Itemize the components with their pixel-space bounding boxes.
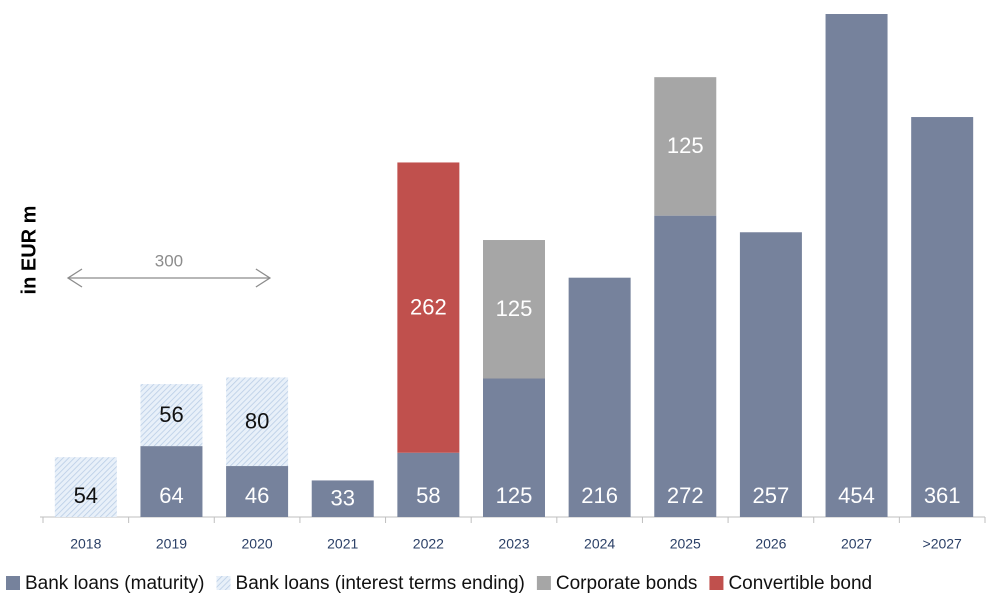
bar-segment (654, 77, 717, 216)
x-tick-label: 2026 (755, 536, 786, 552)
value-label: 56 (159, 402, 183, 427)
value-label: 80 (245, 409, 269, 434)
bar-segment (911, 117, 974, 517)
arrow-head (255, 268, 272, 288)
value-label: 257 (753, 483, 790, 508)
legend-label: Convertible bond (728, 573, 872, 594)
x-tick-label: 2027 (841, 536, 872, 552)
bar-segment (226, 377, 289, 467)
value-label: 361 (924, 483, 961, 508)
legend-swatch (709, 576, 724, 590)
value-label: 125 (496, 483, 533, 508)
value-label: 454 (838, 483, 875, 508)
bar-segment (483, 378, 545, 517)
value-label: 125 (496, 296, 533, 321)
x-tick-label: 2022 (413, 536, 444, 552)
bar-segment (397, 162, 460, 453)
x-tick-label: 2024 (584, 536, 615, 552)
bar-segment (654, 215, 717, 517)
bar-segment (825, 14, 888, 517)
legend-label: Corporate bonds (556, 573, 698, 594)
x-tick-label: >2027 (923, 536, 963, 552)
x-tick-label: 2019 (156, 536, 187, 552)
bar-segment (483, 240, 545, 379)
x-tick-label: 2025 (670, 536, 701, 552)
legend-swatch (6, 576, 20, 590)
value-label: 33 (330, 486, 354, 511)
arrow-head (66, 268, 83, 288)
value-label: 262 (410, 294, 447, 319)
value-label: 64 (159, 483, 183, 508)
bar-segment (140, 446, 203, 517)
bar-segment (397, 452, 460, 517)
x-tick-label: 2021 (327, 536, 358, 552)
bar-segment (54, 457, 117, 517)
value-label: 216 (581, 483, 618, 508)
bar-segment (311, 480, 374, 517)
legend-swatch (536, 576, 551, 590)
bar-segment (226, 466, 289, 517)
x-tick-label: 2023 (498, 536, 529, 552)
legend-label: Bank loans (interest terms ending) (236, 573, 525, 594)
bar-segment (140, 384, 203, 447)
annotation-text: 300 (155, 251, 183, 270)
y-axis-label: in EUR m (18, 206, 40, 295)
x-tick-label: 2018 (70, 536, 101, 552)
value-label: 54 (74, 483, 98, 508)
value-label: 58 (416, 483, 440, 508)
legend-swatch (216, 576, 231, 590)
value-label: 272 (667, 483, 704, 508)
value-label: 125 (667, 133, 704, 158)
bar-segment (739, 232, 802, 517)
legend-label: Bank loans (maturity) (25, 573, 205, 594)
value-label: 46 (245, 483, 269, 508)
x-tick-label: 2020 (242, 536, 273, 552)
bar-segment (568, 277, 631, 517)
